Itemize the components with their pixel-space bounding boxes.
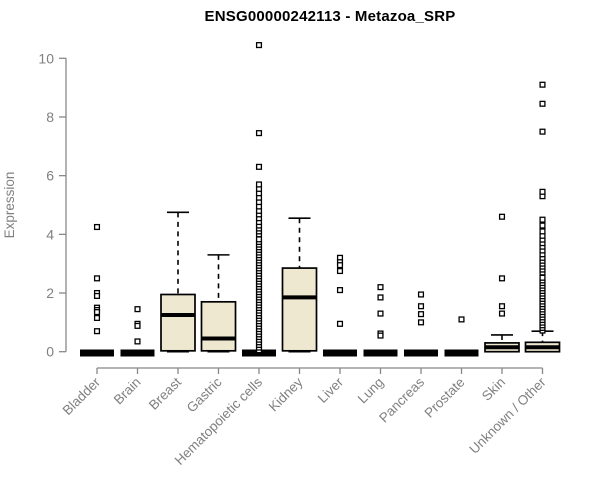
outlier-point: [255, 42, 263, 49]
x-tick-label-lung: Lung: [355, 375, 387, 407]
outlier-point: [93, 223, 101, 231]
boxplot-bladder: [80, 223, 114, 357]
outlier-point: [134, 306, 141, 313]
collapsed-box: [80, 349, 114, 357]
x-tick-label-prostate: Prostate: [421, 375, 467, 421]
collapsed-box: [444, 349, 479, 357]
outlier-point: [539, 216, 546, 223]
collapsed-box: [323, 349, 357, 357]
outlier-point: [377, 284, 384, 291]
outlier-point: [539, 81, 546, 88]
outlier-point: [417, 291, 425, 298]
boxplot-gastric: [200, 254, 237, 353]
boxplot-unknown-other: [524, 81, 561, 353]
outlier-point: [498, 310, 506, 317]
boxplot-breast: [160, 211, 196, 353]
box: [160, 293, 196, 352]
outlier-point: [377, 310, 384, 317]
outlier-point: [336, 262, 344, 269]
x-tick-label-breast: Breast: [146, 374, 184, 412]
boxplot-kidney: [281, 217, 318, 353]
outlier-point: [93, 309, 101, 316]
outlier-point: [498, 275, 506, 282]
collapsed-box: [363, 349, 398, 357]
outlier-point: [255, 130, 263, 137]
outlier-point: [539, 100, 546, 107]
boxplot-liver: [323, 254, 357, 357]
outlier-point: [539, 188, 546, 195]
outlier-point: [417, 311, 425, 318]
outlier-point: [336, 287, 344, 294]
x-tick-label-skin: Skin: [479, 375, 508, 404]
outlier-point: [458, 316, 465, 323]
y-tick-label: 4: [46, 226, 54, 242]
boxplot-pancreas: [404, 291, 438, 357]
outlier-point: [498, 303, 506, 310]
box: [200, 300, 237, 352]
outlier-point: [134, 322, 141, 329]
outlier-point: [336, 267, 344, 275]
x-tick-label-unknown-other: Unknown / Other: [466, 374, 549, 457]
outlier-point: [539, 274, 546, 281]
boxplot-skin: [484, 213, 520, 353]
y-tick-label: 10: [38, 50, 54, 66]
outlier-point: [417, 303, 425, 310]
x-tick-label-kidney: Kidney: [266, 374, 306, 414]
x-tick-label-brain: Brain: [111, 375, 144, 408]
outlier-point: [255, 236, 263, 243]
y-axis: 0 2 4 6 8 10: [38, 50, 67, 360]
outlier-point: [93, 314, 101, 322]
outlier-point: [93, 328, 101, 335]
outlier-point: [539, 222, 546, 229]
y-tick-label: 6: [46, 168, 54, 184]
collapsed-box: [120, 349, 155, 357]
outlier-point: [93, 292, 101, 300]
chart-title: ENSG00000242113 - Metazoa_SRP: [204, 8, 456, 25]
outlier-point: [255, 181, 263, 188]
boxplot-hematopoietic-cells: [242, 42, 276, 357]
outlier-point: [255, 163, 263, 170]
box: [281, 267, 318, 352]
outlier-point: [377, 332, 384, 339]
outlier-point: [93, 275, 101, 282]
boxplot-prostate: [444, 316, 479, 357]
y-axis-label: Expression: [2, 172, 17, 239]
outlier-point: [336, 320, 344, 327]
outlier-point: [134, 338, 141, 345]
collapsed-box: [404, 349, 438, 357]
outlier-point: [539, 228, 546, 235]
boxplot-lung: [363, 284, 398, 357]
y-tick-label: 8: [46, 109, 54, 125]
outlier-point: [377, 294, 384, 301]
outlier-point: [498, 213, 506, 220]
y-tick-label: 0: [46, 344, 54, 360]
x-tick-label-bladder: Bladder: [60, 374, 104, 418]
x-tick-label-pancreas: Pancreas: [376, 374, 427, 425]
x-tick-label-liver: Liver: [315, 374, 347, 406]
outlier-point: [417, 319, 425, 326]
y-tick-label: 2: [46, 285, 54, 301]
outlier-point: [539, 128, 546, 135]
boxplot-brain: [120, 306, 155, 357]
